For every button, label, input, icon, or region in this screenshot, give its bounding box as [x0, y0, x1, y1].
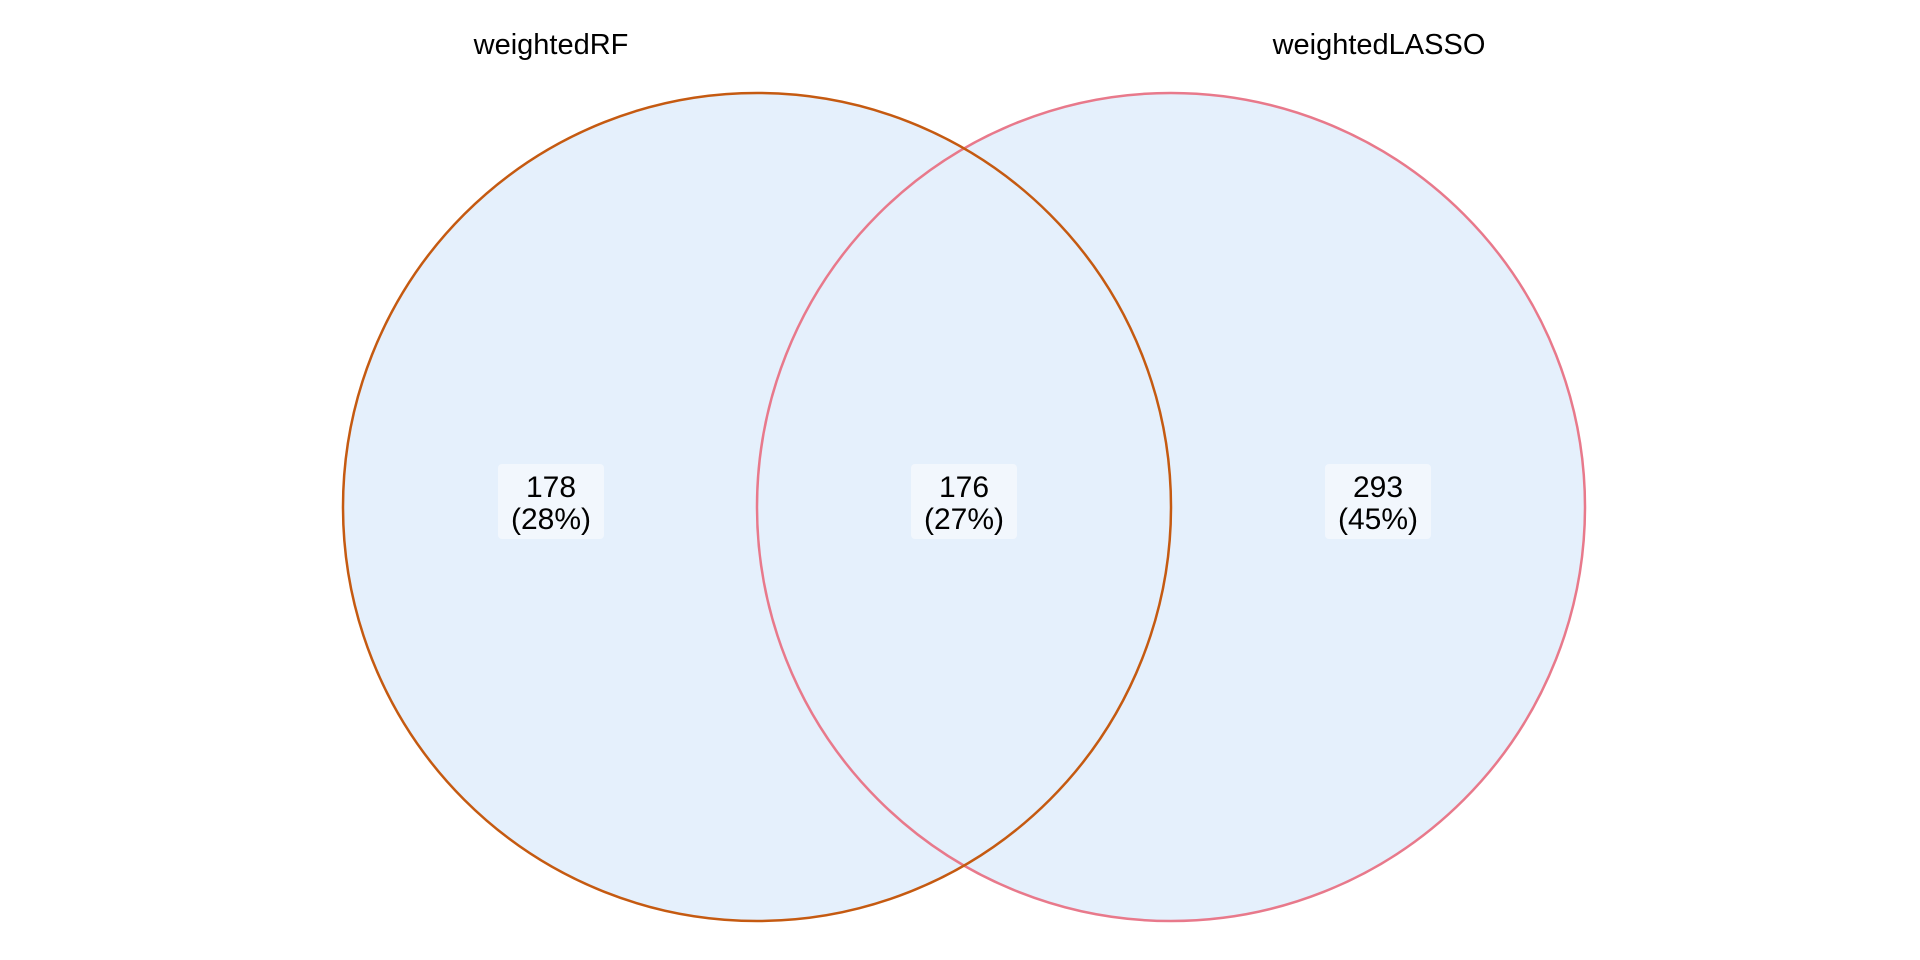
region-count: 176 [939, 471, 989, 504]
region-label-weightedRF-only: 178 (28%) [498, 464, 604, 539]
region-count: 178 [526, 471, 576, 504]
region-percent: (45%) [1338, 503, 1418, 536]
region-label-weightedLASSO-only: 293 (45%) [1325, 464, 1431, 539]
region-label-bg [1325, 464, 1431, 539]
region-label-bg [498, 464, 604, 539]
region-label-bg [911, 464, 1017, 539]
set-title-weightedRF: weightedRF [473, 29, 629, 61]
region-count: 293 [1353, 471, 1403, 504]
region-percent: (28%) [511, 503, 591, 536]
set-outline-weightedRF [341, 91, 1173, 923]
region-label-intersection: 176 (27%) [911, 464, 1017, 539]
set-outline-weightedLASSO [755, 91, 1587, 923]
region-percent: (27%) [924, 503, 1004, 536]
intersection-fill [757, 93, 1171, 921]
set-title-weightedLASSO: weightedLASSO [1272, 29, 1486, 61]
